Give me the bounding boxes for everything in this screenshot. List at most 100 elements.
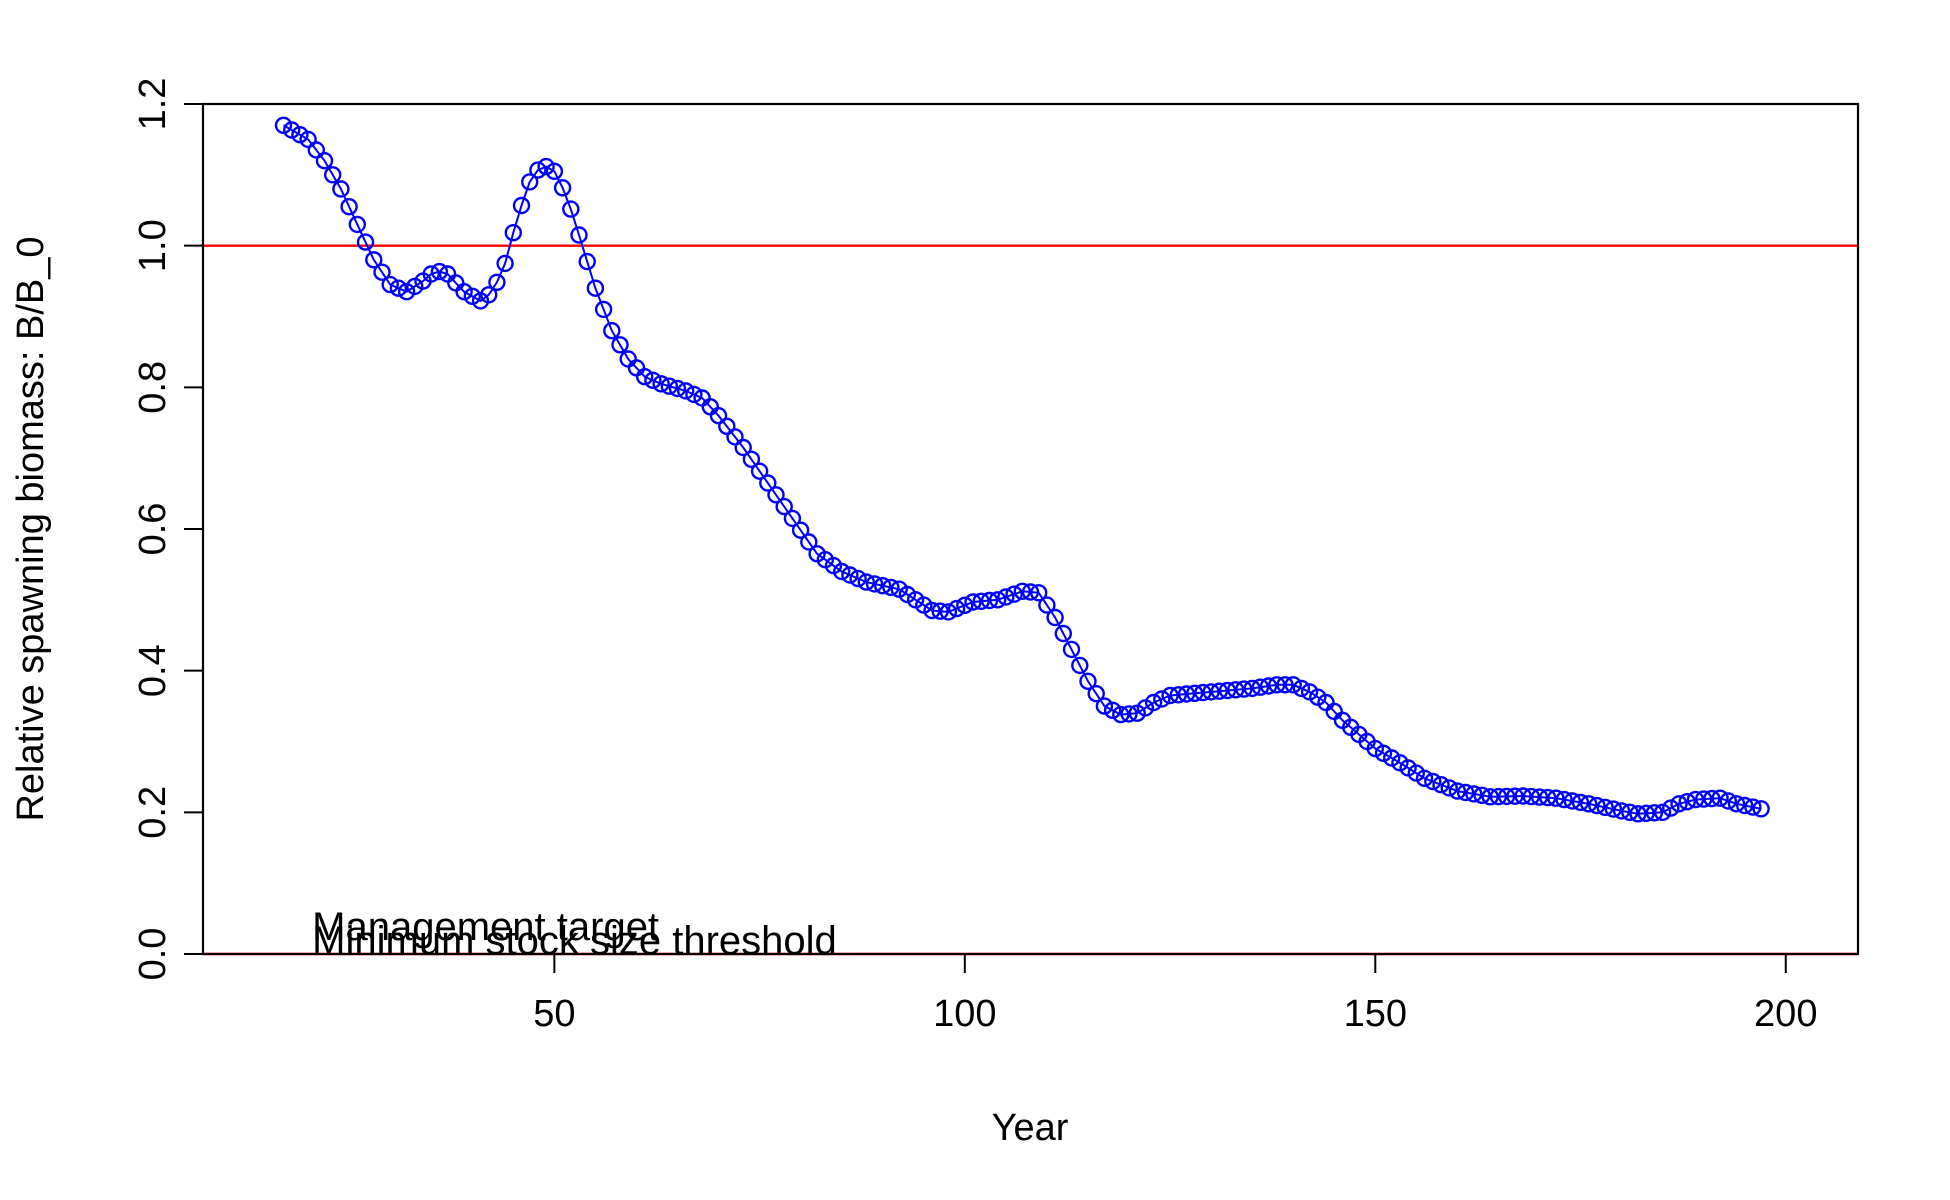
data-point-180	[1612, 802, 1631, 820]
data-point-120	[1120, 705, 1138, 723]
data-point-52	[562, 200, 580, 218]
data-point-74	[742, 450, 761, 468]
data-point-50	[545, 162, 564, 181]
data-point-24	[332, 180, 350, 198]
data-point-23	[324, 166, 342, 184]
data-point-78	[775, 497, 793, 516]
data-point-114	[1071, 656, 1089, 675]
data-point-127	[1177, 685, 1196, 703]
data-point-170	[1530, 788, 1549, 806]
y-tick-label-4: 0.8	[132, 361, 174, 414]
data-point-26	[348, 215, 366, 234]
data-point-172	[1547, 789, 1565, 807]
data-point-195	[1735, 796, 1754, 815]
data-point-126	[1169, 686, 1188, 704]
data-point-54	[578, 252, 596, 271]
x-axis-title: Year	[992, 1107, 1069, 1149]
data-point-167	[1506, 787, 1524, 805]
data-point-112	[1054, 624, 1073, 643]
data-point-105	[997, 588, 1015, 606]
data-point-118	[1103, 701, 1122, 719]
data-point-132	[1218, 681, 1237, 700]
data-point-31	[389, 279, 408, 297]
data-point-67	[685, 385, 703, 404]
data-point-163	[1473, 786, 1491, 804]
data-point-71	[718, 417, 736, 435]
x-tick-label-100: 100	[933, 993, 996, 1035]
data-point-136	[1251, 678, 1270, 696]
data-point-77	[767, 486, 785, 504]
data-point-35	[422, 265, 440, 283]
data-point-113	[1062, 640, 1081, 659]
x-tick-label-150: 150	[1344, 993, 1407, 1035]
data-point-157	[1424, 772, 1442, 791]
data-point-51	[553, 179, 572, 197]
data-point-70	[709, 407, 728, 425]
data-point-44	[496, 254, 514, 273]
data-point-175	[1571, 793, 1590, 812]
data-point-48	[529, 161, 547, 179]
x-tick-label-50: 50	[533, 993, 575, 1035]
data-point-160	[1448, 782, 1467, 800]
data-point-185	[1653, 803, 1672, 821]
data-point-76	[759, 474, 777, 492]
data-point-178	[1596, 798, 1614, 817]
data-point-111	[1046, 608, 1064, 627]
data-point-45	[504, 223, 522, 242]
x-tick-label-200: 200	[1754, 993, 1817, 1035]
data-point-182	[1629, 805, 1647, 823]
annotation-1: Minimum stock size threshold	[312, 919, 837, 963]
data-point-100	[956, 596, 974, 614]
data-point-189	[1686, 790, 1705, 809]
data-point-29	[373, 263, 391, 281]
data-point-117	[1095, 697, 1114, 715]
data-point-66	[677, 382, 695, 400]
data-point-179	[1604, 800, 1623, 818]
data-point-56	[594, 300, 613, 319]
data-points	[274, 116, 1770, 823]
data-point-168	[1514, 787, 1532, 805]
data-point-134	[1235, 680, 1253, 698]
y-tick-label-2: 0.4	[132, 644, 174, 697]
data-point-46	[512, 196, 531, 215]
data-point-62	[644, 371, 662, 389]
data-point-61	[636, 368, 654, 386]
data-point-27	[356, 233, 375, 251]
data-point-103	[980, 591, 999, 610]
data-point-174	[1563, 792, 1582, 810]
data-point-57	[603, 322, 621, 340]
series-line	[283, 124, 1762, 815]
plot-frame	[201, 102, 1860, 956]
data-point-30	[381, 275, 399, 294]
data-point-104	[989, 591, 1007, 609]
data-point-190	[1694, 790, 1713, 808]
data-point-102	[972, 592, 990, 610]
data-point-21	[307, 141, 325, 159]
data-point-97	[931, 602, 949, 620]
data-point-65	[668, 379, 687, 398]
data-point-115	[1079, 672, 1097, 690]
y-axis-title: Relative spawning biomass: B/B_0	[10, 236, 52, 821]
data-point-187	[1670, 795, 1688, 813]
data-point-158	[1432, 776, 1450, 794]
data-point-20	[299, 130, 317, 149]
data-point-109	[1029, 584, 1048, 602]
data-point-98	[939, 603, 958, 621]
data-point-28	[365, 251, 383, 269]
data-point-186	[1662, 799, 1680, 817]
data-point-193	[1719, 792, 1738, 810]
annotation-0: Management target	[312, 905, 659, 949]
data-point-162	[1465, 785, 1483, 803]
data-point-110	[1038, 596, 1056, 614]
data-point-49	[537, 157, 555, 176]
data-point-108	[1021, 583, 1040, 601]
data-point-196	[1744, 798, 1762, 816]
data-point-72	[726, 428, 744, 446]
data-point-128	[1185, 684, 1204, 702]
data-point-194	[1727, 795, 1746, 813]
data-point-87	[849, 569, 867, 588]
data-point-133	[1226, 681, 1245, 699]
data-point-176	[1579, 795, 1598, 813]
data-point-139	[1276, 676, 1294, 694]
